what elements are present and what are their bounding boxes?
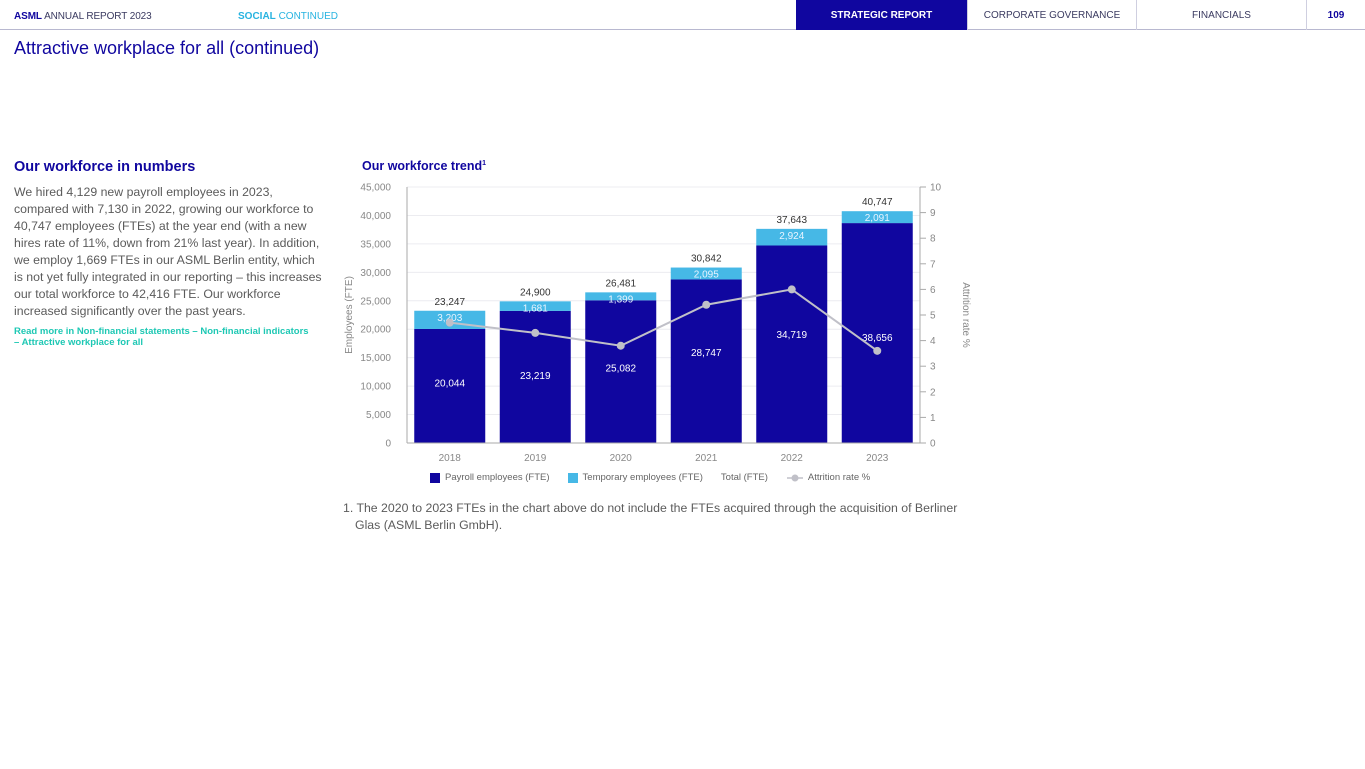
legend-item-attrition[interactable]: Attrition rate % xyxy=(786,472,870,483)
read-more-link[interactable]: Read more in Non-financial statements – … xyxy=(14,326,309,348)
temporary-label: 1,681 xyxy=(523,303,548,314)
total-label: 26,481 xyxy=(605,278,636,289)
temporary-label: 2,924 xyxy=(779,231,804,242)
y-tick-label: 30,000 xyxy=(360,268,391,279)
chart-title: Our workforce trend1 xyxy=(362,159,486,173)
y2-tick-label: 10 xyxy=(930,183,942,194)
attrition-point xyxy=(531,328,540,337)
y2-tick-label: 1 xyxy=(930,413,936,424)
y-tick-label: 35,000 xyxy=(360,239,391,250)
y2-tick-label: 0 xyxy=(930,439,936,450)
section-suffix: CONTINUED xyxy=(278,11,339,22)
report-name: ANNUAL REPORT 2023 xyxy=(44,11,152,22)
bar-temporary xyxy=(756,228,828,246)
page-number: 109 xyxy=(1306,0,1365,30)
legend-item-payroll[interactable]: Payroll employees (FTE) xyxy=(430,472,550,483)
bar-temporary xyxy=(670,267,742,280)
workforce-description: We hired 4,129 new payroll employees in … xyxy=(14,185,322,318)
y2-tick-label: 6 xyxy=(930,285,936,296)
legend-label: Total (FTE) xyxy=(720,472,768,483)
y-tick-label: 10,000 xyxy=(360,382,391,393)
axes: 0 5,000 10,000 15,000 20,000 25,000 30,000 35,0… xyxy=(344,183,971,465)
bar-temporary xyxy=(841,211,913,224)
y2-tick-label: 8 xyxy=(930,234,936,245)
attrition-point xyxy=(702,300,711,309)
footnote-marker: 1 xyxy=(482,159,487,167)
chart-footnote: 1. The 2020 to 2023 FTEs in the chart ab… xyxy=(343,501,958,532)
attrition-point xyxy=(616,341,625,350)
y2-tick-label: 9 xyxy=(930,208,936,219)
attrition-point xyxy=(445,318,454,327)
temporary-label: 2,095 xyxy=(694,270,719,281)
y-tick-label: 25,000 xyxy=(360,296,391,307)
payroll-label: 34,719 xyxy=(776,330,807,341)
x-tick-label: 2021 xyxy=(695,453,718,464)
legend-label: Payroll employees (FTE) xyxy=(445,472,550,483)
y-axis-title: Employees (FTE) xyxy=(344,276,355,354)
total-label: 37,643 xyxy=(776,215,807,226)
y-tick-label: 5,000 xyxy=(366,410,391,421)
temporary-label: 1,399 xyxy=(608,294,633,305)
section-name: SOCIAL xyxy=(238,11,276,22)
bar-temporary xyxy=(499,301,571,311)
temporary-label: 3,203 xyxy=(437,313,462,324)
y2-axis-title: Attrition rate % xyxy=(960,282,971,348)
x-tick-label: 2023 xyxy=(866,453,889,464)
attrition-marker-icon xyxy=(786,474,803,481)
y2-tick-label: 5 xyxy=(930,311,936,322)
data-labels: 23,247 3,203 20,044 24,900 1,681 23,219 26,481… xyxy=(434,197,893,389)
total-label: 30,842 xyxy=(691,254,722,265)
x-tick-label: 2018 xyxy=(439,453,462,464)
temporary-label: 2,091 xyxy=(865,213,890,224)
legend-label: Temporary employees (FTE) xyxy=(582,472,703,483)
total-label: 40,747 xyxy=(862,197,893,208)
x-tick-label: 2022 xyxy=(781,453,804,464)
total-label: 24,900 xyxy=(520,287,551,298)
payroll-label: 23,219 xyxy=(520,371,551,382)
nav-tab-strategic-report[interactable]: STRATEGIC REPORT xyxy=(796,0,967,30)
y-tick-label: 45,000 xyxy=(360,183,391,194)
y2-tick-label: 2 xyxy=(930,387,936,398)
page-title: Attractive workplace for all (continued) xyxy=(14,38,320,58)
y2-tick-label: 4 xyxy=(930,336,936,347)
bar-payroll xyxy=(585,300,657,443)
chart-legend: Payroll employees (FTE) Temporary employ… xyxy=(430,472,888,483)
section-label: SOCIAL CONTINUED xyxy=(238,11,338,22)
y-tick-label: 20,000 xyxy=(360,325,391,336)
legend-item-total[interactable]: Total (FTE) xyxy=(721,472,768,483)
total-label: 23,247 xyxy=(434,297,465,308)
payroll-label: 25,082 xyxy=(605,363,636,374)
attrition-line xyxy=(449,288,878,352)
attrition-point xyxy=(787,285,796,294)
workforce-chart: 23,247 3,203 20,044 24,900 1,681 23,219 26,481… xyxy=(344,183,971,465)
x-tick-label: 2019 xyxy=(524,453,547,464)
bar-temporary xyxy=(585,292,657,301)
y2-tick-label: 3 xyxy=(930,362,936,373)
section-heading: Our workforce in numbers xyxy=(14,159,196,175)
y-tick-label: 40,000 xyxy=(360,211,391,222)
nav-tab-financials[interactable]: FINANCIALS xyxy=(1136,0,1306,30)
y-tick-label: 15,000 xyxy=(360,353,391,364)
x-tick-label: 2020 xyxy=(610,453,633,464)
payroll-label: 28,747 xyxy=(691,348,722,359)
report-brand[interactable]: ASML ANNUAL REPORT 2023 xyxy=(14,11,152,22)
nav-tab-corporate-governance[interactable]: CORPORATE GOVERNANCE xyxy=(967,0,1136,30)
y-tick-label: 0 xyxy=(385,439,391,450)
gridlines xyxy=(407,186,920,416)
chart-title-text: Our workforce trend xyxy=(362,159,483,173)
legend-label: Attrition rate % xyxy=(807,472,871,483)
bar-payroll xyxy=(414,328,486,443)
attrition-point xyxy=(873,346,882,355)
brand-name: ASML xyxy=(14,11,42,22)
y2-tick-label: 7 xyxy=(930,259,936,270)
legend-swatch-payroll xyxy=(430,472,440,483)
bar-payroll xyxy=(756,245,828,443)
payroll-label: 38,656 xyxy=(862,333,893,344)
attrition-line-layer xyxy=(445,285,882,355)
legend-swatch-temporary xyxy=(567,472,578,483)
payroll-label: 20,044 xyxy=(434,379,465,390)
top-navigation-bar: ASML ANNUAL REPORT 2023 SOCIAL CONTINUED… xyxy=(0,0,1365,30)
legend-item-temporary[interactable]: Temporary employees (FTE) xyxy=(567,472,703,483)
